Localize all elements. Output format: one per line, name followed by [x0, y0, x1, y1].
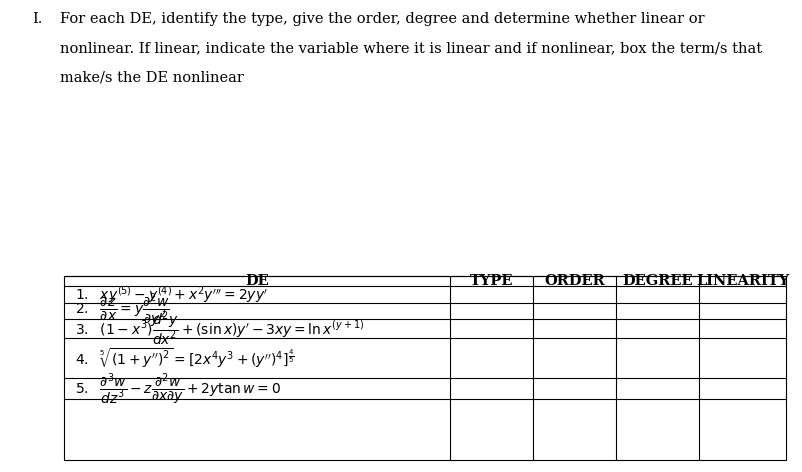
Text: For each DE, identify the type, give the order, degree and determine whether lin: For each DE, identify the type, give the… [60, 12, 705, 26]
Text: TYPE: TYPE [470, 274, 513, 288]
Text: DEGREE: DEGREE [622, 274, 693, 288]
Text: $4.\ \ \sqrt[5]{(1+y'')^2} = \left[2x^4y^3 + (y'')^4\right]^{\frac{4}{5}}$: $4.\ \ \sqrt[5]{(1+y'')^2} = \left[2x^4y… [75, 346, 294, 370]
Text: I.: I. [32, 12, 43, 26]
Text: $5.\ \ \dfrac{\partial^3 w}{dz^3} - z\dfrac{\partial^2 w}{\partial x\partial y} : $5.\ \ \dfrac{\partial^3 w}{dz^3} - z\df… [75, 371, 281, 407]
Text: LINEARITY: LINEARITY [696, 274, 789, 288]
Text: $2.\ \ \dfrac{\partial z}{\partial x} = y\dfrac{\partial^2 w}{\partial y^2}$: $2.\ \ \dfrac{\partial z}{\partial x} = … [75, 292, 169, 330]
Text: nonlinear. If linear, indicate the variable where it is linear and if nonlinear,: nonlinear. If linear, indicate the varia… [60, 41, 762, 55]
Text: $3.\ \ (1 - x^3)\dfrac{d^2y}{dx^2} + (\sin x)y' - 3xy = \ln x^{(y+1)}$: $3.\ \ (1 - x^3)\dfrac{d^2y}{dx^2} + (\s… [75, 309, 364, 348]
Text: make/s the DE nonlinear: make/s the DE nonlinear [60, 70, 244, 84]
Bar [64, 276, 786, 460]
Text: DE: DE [245, 274, 269, 288]
Text: ORDER: ORDER [545, 274, 606, 288]
Text: $1.\ \ xy^{(5)} - y^{(4)} + x^2y''' = 2yy'$: $1.\ \ xy^{(5)} - y^{(4)} + x^2y''' = 2y… [75, 284, 268, 305]
